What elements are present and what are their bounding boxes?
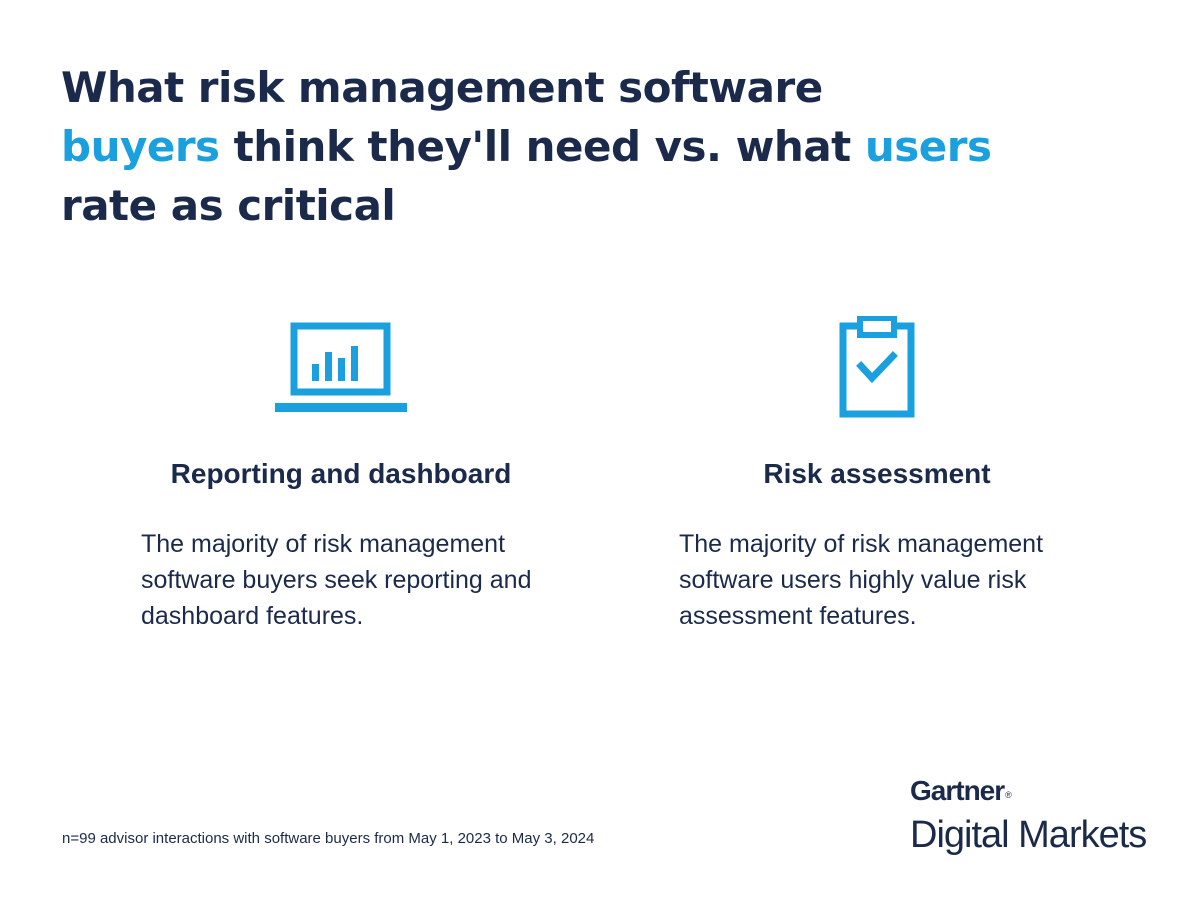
logo-brand: Gartner®: [910, 774, 1012, 812]
headline-accent-buyers: buyers: [61, 122, 220, 171]
headline-accent-users: users: [864, 122, 992, 171]
logo-subtitle: Digital Markets: [910, 814, 1147, 856]
gartner-digital-markets-logo: Gartner® Digital Markets: [910, 774, 1170, 858]
headline-line-2: buyers think they'll need vs. what users: [61, 117, 1061, 176]
feature-description-reporting: The majority of risk management software…: [141, 530, 532, 630]
feature-description-risk-assessment: The majority of risk management software…: [679, 530, 1044, 630]
headline: What risk management software buyers thi…: [61, 58, 1061, 235]
headline-line-1: What risk management software: [61, 63, 823, 112]
logo-brand-text: Gartner: [910, 775, 1005, 806]
headline-line-2-middle: think they'll need vs. what: [219, 122, 865, 171]
headline-line-3: rate as critical: [61, 181, 396, 230]
feature-title-risk-assessment: Risk assessment: [763, 458, 991, 489]
feature-title-reporting: Reporting and dashboard: [170, 458, 512, 489]
clipboard-check-icon: [838, 316, 916, 418]
laptop-bar-chart-icon: [274, 322, 408, 414]
footnote: n=99 advisor interactions with software …: [62, 830, 595, 847]
logo-registered-mark: ®: [1005, 790, 1012, 800]
